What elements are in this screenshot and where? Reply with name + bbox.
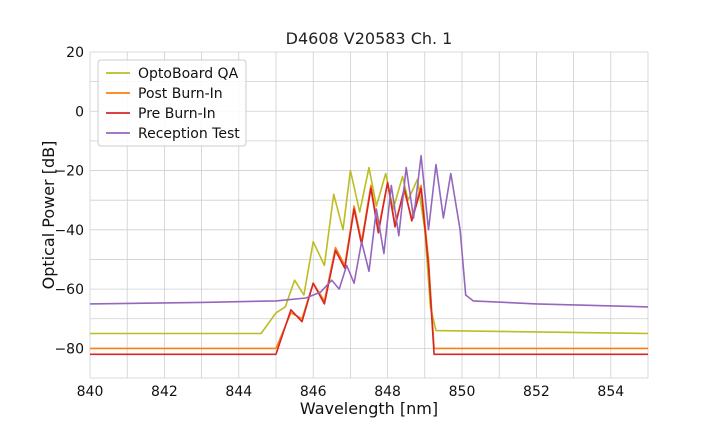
series-line-pre-burn-in: [90, 181, 648, 356]
legend: OptoBoard QA Post Burn-In Pre Burn-In Recep…: [97, 59, 247, 147]
y-tick-label: −60: [54, 282, 84, 298]
series-line-reception-test: [90, 154, 648, 308]
x-tick-label: 854: [597, 384, 624, 400]
legend-entry: OptoBoard QA: [138, 66, 239, 82]
chart-title: D4608 V20583 Ch. 1: [286, 29, 453, 48]
x-tick-labels: 840 842 844 846 848 850 852 854: [77, 384, 625, 400]
series-layer: [90, 154, 648, 356]
x-tick-label: 850: [449, 384, 476, 400]
legend-entry: Reception Test: [138, 126, 240, 142]
y-tick-label: 0: [75, 104, 84, 120]
x-axis-label: Wavelength [nm]: [300, 399, 438, 418]
y-axis-label: Optical Power [dB]: [39, 141, 58, 290]
x-tick-label: 848: [374, 384, 401, 400]
y-tick-label: −80: [54, 341, 84, 357]
legend-entry: Pre Burn-In: [138, 106, 216, 122]
x-tick-label: 840: [77, 384, 104, 400]
x-tick-label: 846: [300, 384, 327, 400]
series-line-optoboard-qa: [90, 166, 648, 335]
legend-entry: Post Burn-In: [138, 86, 223, 102]
x-tick-label: 852: [523, 384, 550, 400]
x-tick-label: 844: [225, 384, 252, 400]
y-tick-labels: 20 0 −20 −40 −60 −80: [54, 45, 84, 357]
y-tick-label: −40: [54, 223, 84, 239]
legend-box: [97, 59, 247, 147]
x-tick-label: 842: [151, 384, 178, 400]
y-tick-label: −20: [54, 164, 84, 180]
y-tick-label: 20: [66, 45, 84, 61]
